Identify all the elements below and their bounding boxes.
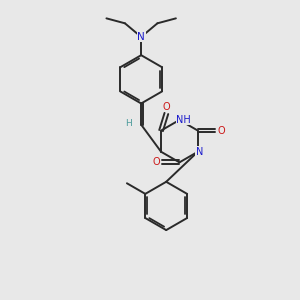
Text: H: H <box>125 119 132 128</box>
Text: NH: NH <box>176 115 191 125</box>
Text: O: O <box>163 102 170 112</box>
Text: O: O <box>218 126 225 136</box>
Text: N: N <box>196 147 203 157</box>
Text: O: O <box>152 158 160 167</box>
Text: N: N <box>137 32 145 42</box>
